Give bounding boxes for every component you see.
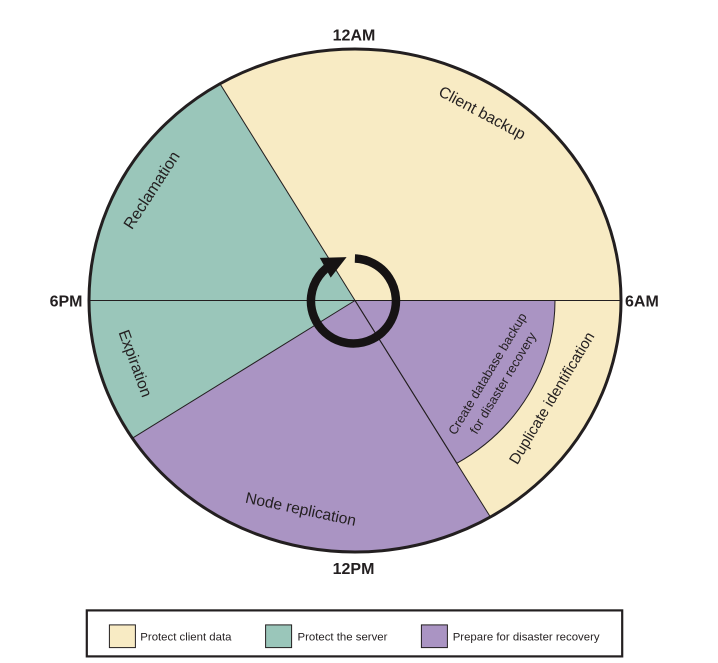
svg-text:12AM: 12AM [333,28,376,45]
svg-text:12PM: 12PM [333,561,375,578]
svg-text:Prepare for disaster recovery: Prepare for disaster recovery [453,631,600,643]
svg-text:6PM: 6PM [50,293,83,310]
svg-text:Protect client data: Protect client data [140,631,232,643]
svg-text:Protect the server: Protect the server [298,631,388,643]
svg-text:6AM: 6AM [625,294,659,311]
